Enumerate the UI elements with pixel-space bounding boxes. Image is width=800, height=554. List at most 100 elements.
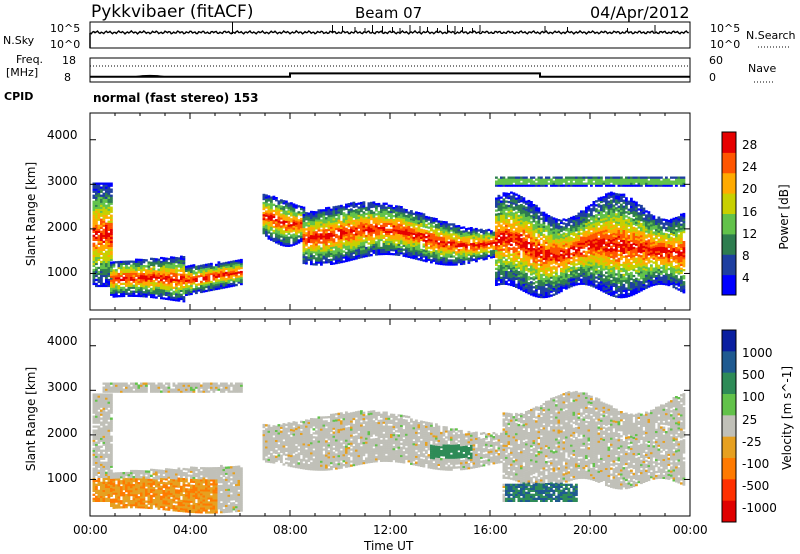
power-cell xyxy=(195,285,198,289)
power-cell xyxy=(472,252,476,255)
power-cell xyxy=(102,184,106,187)
power-cell xyxy=(465,256,468,259)
power-cell xyxy=(382,236,386,239)
power-cell xyxy=(527,282,531,285)
power-cell xyxy=(192,264,196,267)
power-cell xyxy=(532,286,536,289)
power-cell xyxy=(522,269,526,272)
power-cell xyxy=(385,246,388,249)
power-cell xyxy=(605,261,608,264)
power-cell xyxy=(315,243,318,246)
power-cell xyxy=(505,238,508,241)
power-cell xyxy=(122,278,126,281)
power-cell xyxy=(467,227,471,230)
power-cell xyxy=(390,234,393,238)
power-cell xyxy=(225,265,228,269)
power-cell xyxy=(510,197,513,200)
power-cell xyxy=(447,237,451,240)
power-cell xyxy=(300,221,303,225)
power-cell xyxy=(100,194,103,197)
power-cell xyxy=(565,233,568,236)
power-cell xyxy=(272,197,276,200)
power-cell xyxy=(182,260,186,263)
power-cell xyxy=(555,232,558,235)
power-cell xyxy=(542,289,546,293)
power-cell xyxy=(457,241,461,244)
power-cell xyxy=(122,292,126,295)
power-cell xyxy=(575,227,578,230)
power-cell xyxy=(120,260,123,264)
power-cell xyxy=(435,244,438,247)
power-cell xyxy=(495,217,498,220)
power-cell xyxy=(492,255,496,258)
power-cell xyxy=(390,238,393,242)
power-cell xyxy=(397,217,401,220)
power-cell xyxy=(535,236,538,240)
power-cell xyxy=(280,201,283,204)
power-cell xyxy=(267,217,271,220)
power-cell xyxy=(512,230,516,233)
power-cell xyxy=(200,288,203,292)
power-cell xyxy=(195,265,198,268)
power-cell xyxy=(495,205,498,208)
power-cell xyxy=(100,252,103,255)
power-cell xyxy=(595,228,598,231)
power-cell xyxy=(160,268,163,272)
power-cell xyxy=(502,208,506,211)
power-cell xyxy=(292,233,296,236)
power-cell xyxy=(537,209,541,212)
power-cell xyxy=(450,247,453,250)
power-cell xyxy=(487,236,491,240)
power-cell xyxy=(512,236,516,239)
power-cell xyxy=(95,186,98,189)
power-cell xyxy=(512,280,516,283)
power-cell xyxy=(375,241,378,244)
power-cell xyxy=(597,273,601,276)
power-cell xyxy=(550,258,553,261)
power-cell xyxy=(342,244,346,247)
power-cell xyxy=(567,235,571,239)
power-cell xyxy=(495,233,498,236)
power-cell xyxy=(117,281,121,284)
power-cell xyxy=(360,230,363,233)
power-cell xyxy=(550,216,553,219)
power-cell xyxy=(582,280,586,283)
power-cell xyxy=(515,251,518,254)
power-cell xyxy=(557,259,561,262)
power-cell xyxy=(160,293,163,296)
power-cell xyxy=(585,216,588,220)
power-cell xyxy=(555,230,558,233)
power-cell xyxy=(105,200,108,203)
power-cell xyxy=(285,226,288,229)
power-cell xyxy=(407,239,411,242)
power-cell xyxy=(120,288,123,292)
power-cell xyxy=(515,241,518,244)
power-cell xyxy=(530,233,533,236)
power-cell xyxy=(500,238,503,241)
power-cell xyxy=(580,218,583,221)
power-cell xyxy=(292,211,296,214)
power-cell xyxy=(347,203,351,206)
power-cell xyxy=(335,227,338,231)
power-cell xyxy=(595,240,598,243)
power-cell xyxy=(592,229,596,232)
power-cell xyxy=(577,272,581,276)
power-cell xyxy=(397,243,401,246)
power-cell xyxy=(600,220,603,224)
power-cell xyxy=(435,228,438,231)
power-cell xyxy=(412,244,416,248)
power-cell xyxy=(445,223,448,226)
power-cell xyxy=(95,196,98,199)
power-cell xyxy=(192,266,196,269)
power-cell xyxy=(307,224,311,227)
power-cell xyxy=(295,234,298,237)
power-cell xyxy=(332,244,336,247)
power-cell xyxy=(492,231,496,234)
power-cell xyxy=(495,273,498,276)
power-cell xyxy=(457,253,461,256)
power-cell xyxy=(555,226,558,229)
power-cell xyxy=(175,273,178,276)
power-cell xyxy=(330,208,333,211)
power-cell xyxy=(180,297,183,301)
power-cell xyxy=(557,237,561,240)
